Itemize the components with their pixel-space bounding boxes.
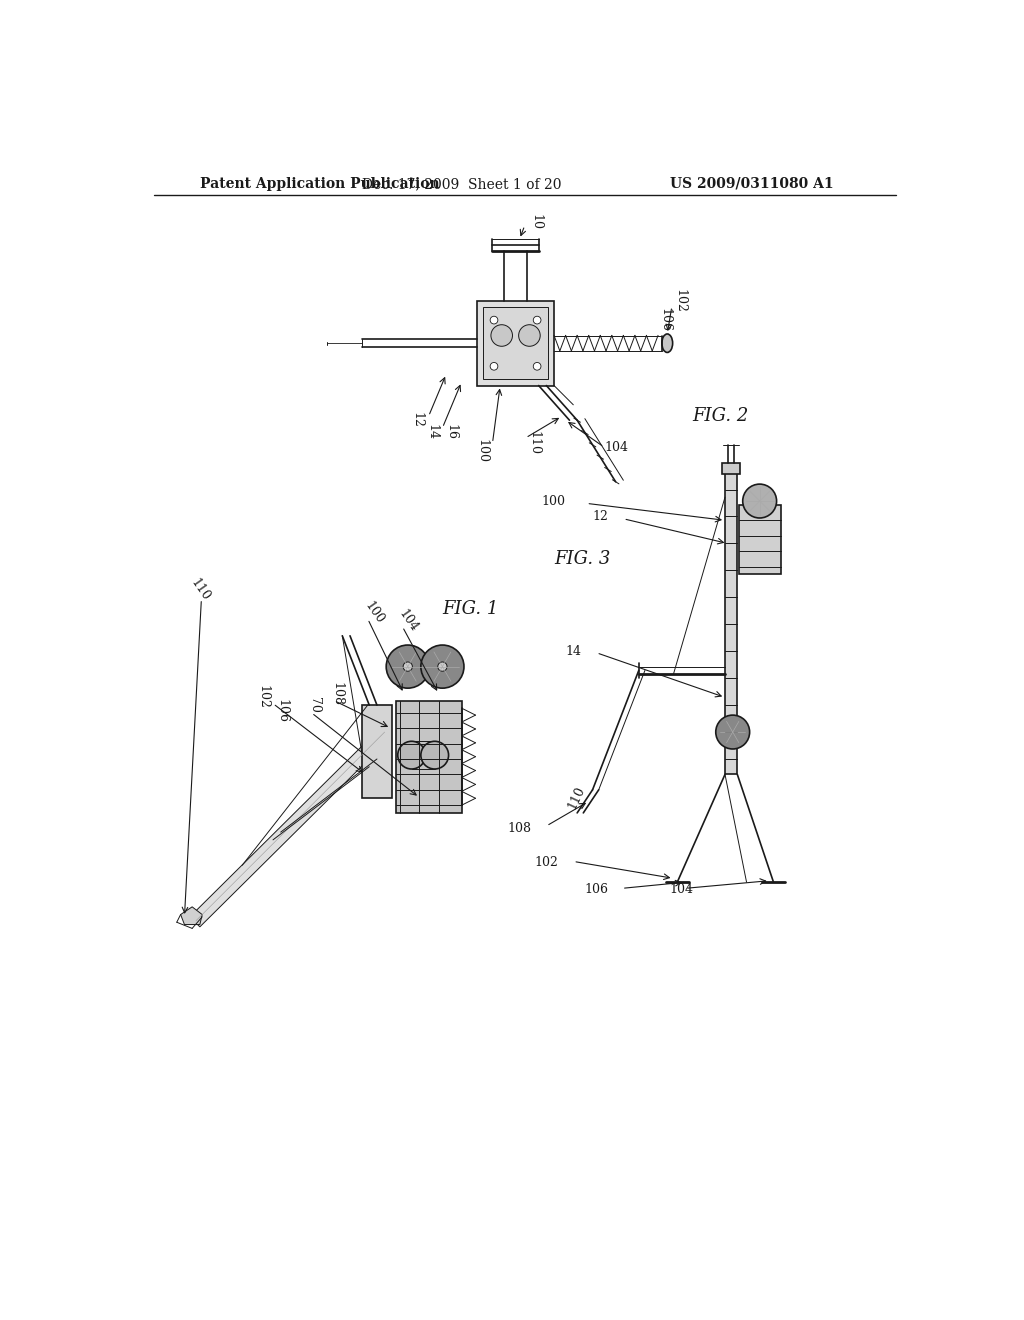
Text: 12: 12 <box>592 510 608 523</box>
Circle shape <box>518 325 541 346</box>
Text: 12: 12 <box>411 412 423 428</box>
Bar <box>396 701 462 813</box>
Text: 110: 110 <box>565 784 588 810</box>
Circle shape <box>534 317 541 323</box>
Text: 102: 102 <box>535 857 558 870</box>
Text: US 2009/0311080 A1: US 2009/0311080 A1 <box>670 177 834 191</box>
Bar <box>725 466 737 775</box>
Text: 100: 100 <box>542 495 565 508</box>
Bar <box>739 506 781 574</box>
Text: 102: 102 <box>674 289 686 313</box>
Circle shape <box>386 645 429 688</box>
Text: 106: 106 <box>584 883 608 896</box>
Circle shape <box>534 363 541 370</box>
Ellipse shape <box>662 334 673 352</box>
Text: FIG. 2: FIG. 2 <box>692 408 749 425</box>
Bar <box>722 462 740 474</box>
Circle shape <box>403 663 413 672</box>
Bar <box>483 308 548 379</box>
Circle shape <box>438 663 447 672</box>
Circle shape <box>490 325 512 346</box>
Text: FIG. 3: FIG. 3 <box>554 550 610 568</box>
Text: 108: 108 <box>331 681 344 706</box>
Text: 102: 102 <box>256 685 269 709</box>
Polygon shape <box>189 726 390 927</box>
Text: 16: 16 <box>444 424 458 440</box>
Circle shape <box>397 742 425 770</box>
Text: 110: 110 <box>188 576 213 603</box>
Text: 108: 108 <box>507 822 531 834</box>
Bar <box>361 705 392 797</box>
Bar <box>477 301 554 385</box>
Circle shape <box>490 317 498 323</box>
Text: 104: 104 <box>396 607 421 634</box>
Circle shape <box>490 363 498 370</box>
Text: Patent Application Publication: Patent Application Publication <box>200 177 439 191</box>
Polygon shape <box>180 907 202 924</box>
Circle shape <box>421 645 464 688</box>
Circle shape <box>742 484 776 517</box>
Text: 110: 110 <box>527 432 540 455</box>
Text: 14: 14 <box>565 644 581 657</box>
Text: 100: 100 <box>361 599 386 626</box>
Text: 104: 104 <box>670 883 693 896</box>
Text: 104: 104 <box>604 441 628 454</box>
Text: 100: 100 <box>475 440 488 463</box>
Text: FIG. 1: FIG. 1 <box>442 599 499 618</box>
Text: 70: 70 <box>307 697 321 713</box>
Circle shape <box>716 715 750 748</box>
Text: 14: 14 <box>426 424 438 440</box>
Circle shape <box>421 742 449 770</box>
Text: 106: 106 <box>658 308 671 333</box>
Text: 10: 10 <box>529 214 543 230</box>
Text: Dec. 17, 2009  Sheet 1 of 20: Dec. 17, 2009 Sheet 1 of 20 <box>361 177 561 191</box>
Text: 106: 106 <box>275 700 289 723</box>
